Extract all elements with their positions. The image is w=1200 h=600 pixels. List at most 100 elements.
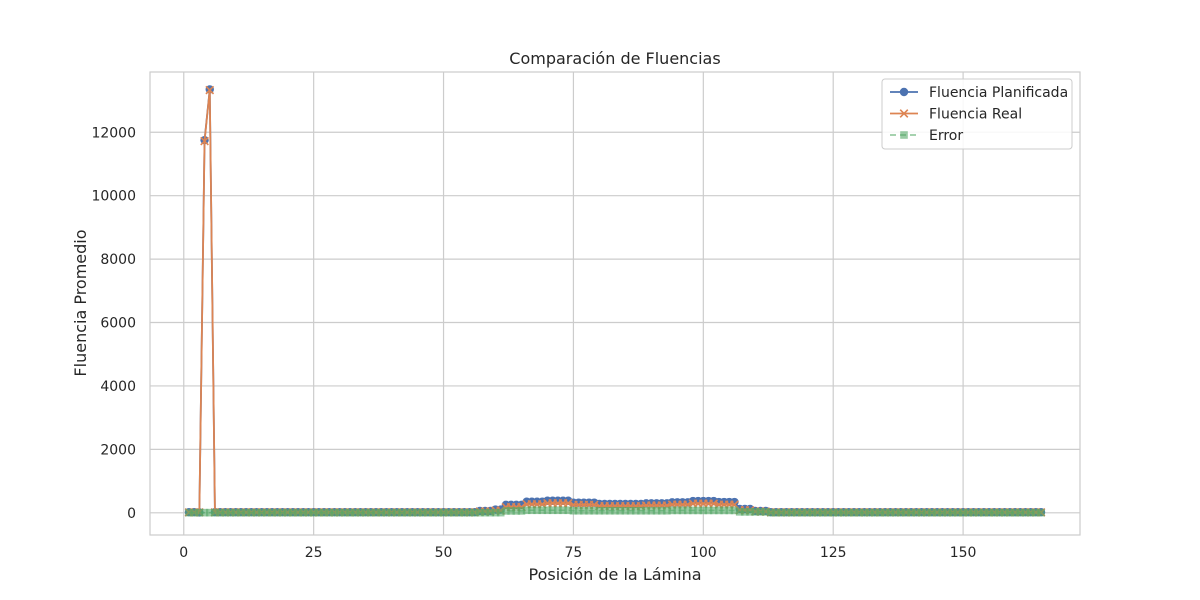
data-point [694,506,702,515]
data-point [964,508,973,517]
data-point [528,506,536,515]
chart-title: Comparación de Fluencias [509,49,720,68]
data-point [626,506,635,515]
data-point [595,506,604,515]
data-point [346,508,354,517]
data-point [408,508,417,517]
data-point [200,508,209,517]
data-point [507,507,515,515]
data-point [1011,508,1019,517]
data-point [803,508,812,517]
data-point [252,508,261,517]
data-point [678,506,687,515]
data-point [959,508,967,517]
data-point [283,508,292,517]
legend-item: Error [890,128,963,144]
data-point [455,508,463,517]
data-point [657,506,666,515]
data-point [767,508,775,517]
data-point [413,508,422,517]
data-point [190,508,198,517]
data-point [335,508,344,517]
data-point [1021,508,1030,517]
legend-label: Fluencia Real [929,107,1022,123]
data-point [824,508,832,517]
y-tick-label: 0 [127,506,136,522]
data-point [922,508,931,517]
data-point [434,508,443,517]
data-point [237,508,245,517]
data-point [1006,508,1014,517]
data-point [429,508,437,517]
data-point [896,508,905,517]
legend-item: Fluencia Planificada [890,85,1068,101]
data-point [304,508,313,517]
data-point [387,508,396,517]
series-layer [184,85,1046,517]
legend-marker [900,131,908,139]
data-point [990,508,999,517]
data-point [902,508,910,517]
data-point [668,506,676,515]
data-point [756,508,765,516]
data-point [720,506,728,515]
data-point [741,508,749,516]
data-point [491,508,500,517]
data-point [969,508,978,517]
data-point [787,508,796,517]
data-point [819,508,827,517]
legend-label: Error [929,128,963,144]
data-point [325,508,334,517]
data-point [683,506,692,515]
data-point [533,506,541,515]
data-point [502,507,510,515]
data-point [844,508,853,517]
data-point [320,508,328,517]
data-point [834,508,843,517]
data-point [725,506,734,515]
data-point [476,508,484,517]
data-point [200,136,209,146]
data-point [637,506,645,515]
series-error [185,506,1045,517]
data-point [330,508,339,517]
y-tick-label: 10000 [91,189,136,205]
data-point [398,508,406,517]
y-tick-labels: 0 2000 4000 6000 8000 10000 12000 [91,125,136,522]
data-point [808,508,817,517]
data-point [616,506,624,515]
data-point [377,508,386,517]
data-point [257,508,266,517]
data-point [1026,508,1035,517]
legend-marker [899,87,909,97]
x-tick-label: 25 [305,545,323,561]
x-tick-labels: 0 25 50 75 100 125 150 [179,545,976,561]
data-point [813,508,822,517]
data-point [522,506,531,515]
data-point [439,508,448,517]
y-tick-label: 2000 [100,442,136,458]
data-point [580,506,588,515]
data-point [242,508,250,517]
x-axis-label: Posición de la Lámina [528,565,701,584]
x-tick-label: 0 [179,545,188,561]
data-point [948,508,957,517]
data-point [876,508,884,517]
data-point [793,508,801,517]
data-point [652,506,661,515]
data-point [548,506,557,515]
y-tick-label: 4000 [100,379,136,395]
data-point [382,508,391,517]
data-point [403,508,411,517]
data-point [205,508,214,517]
data-point [226,508,235,517]
data-point [611,506,619,515]
data-point [216,508,224,517]
legend-label: Fluencia Planificada [929,85,1068,101]
data-point [559,506,567,515]
data-point [450,508,458,517]
legend-marker [899,109,909,118]
data-point [361,508,370,517]
data-point [974,508,983,517]
data-point [273,508,282,517]
